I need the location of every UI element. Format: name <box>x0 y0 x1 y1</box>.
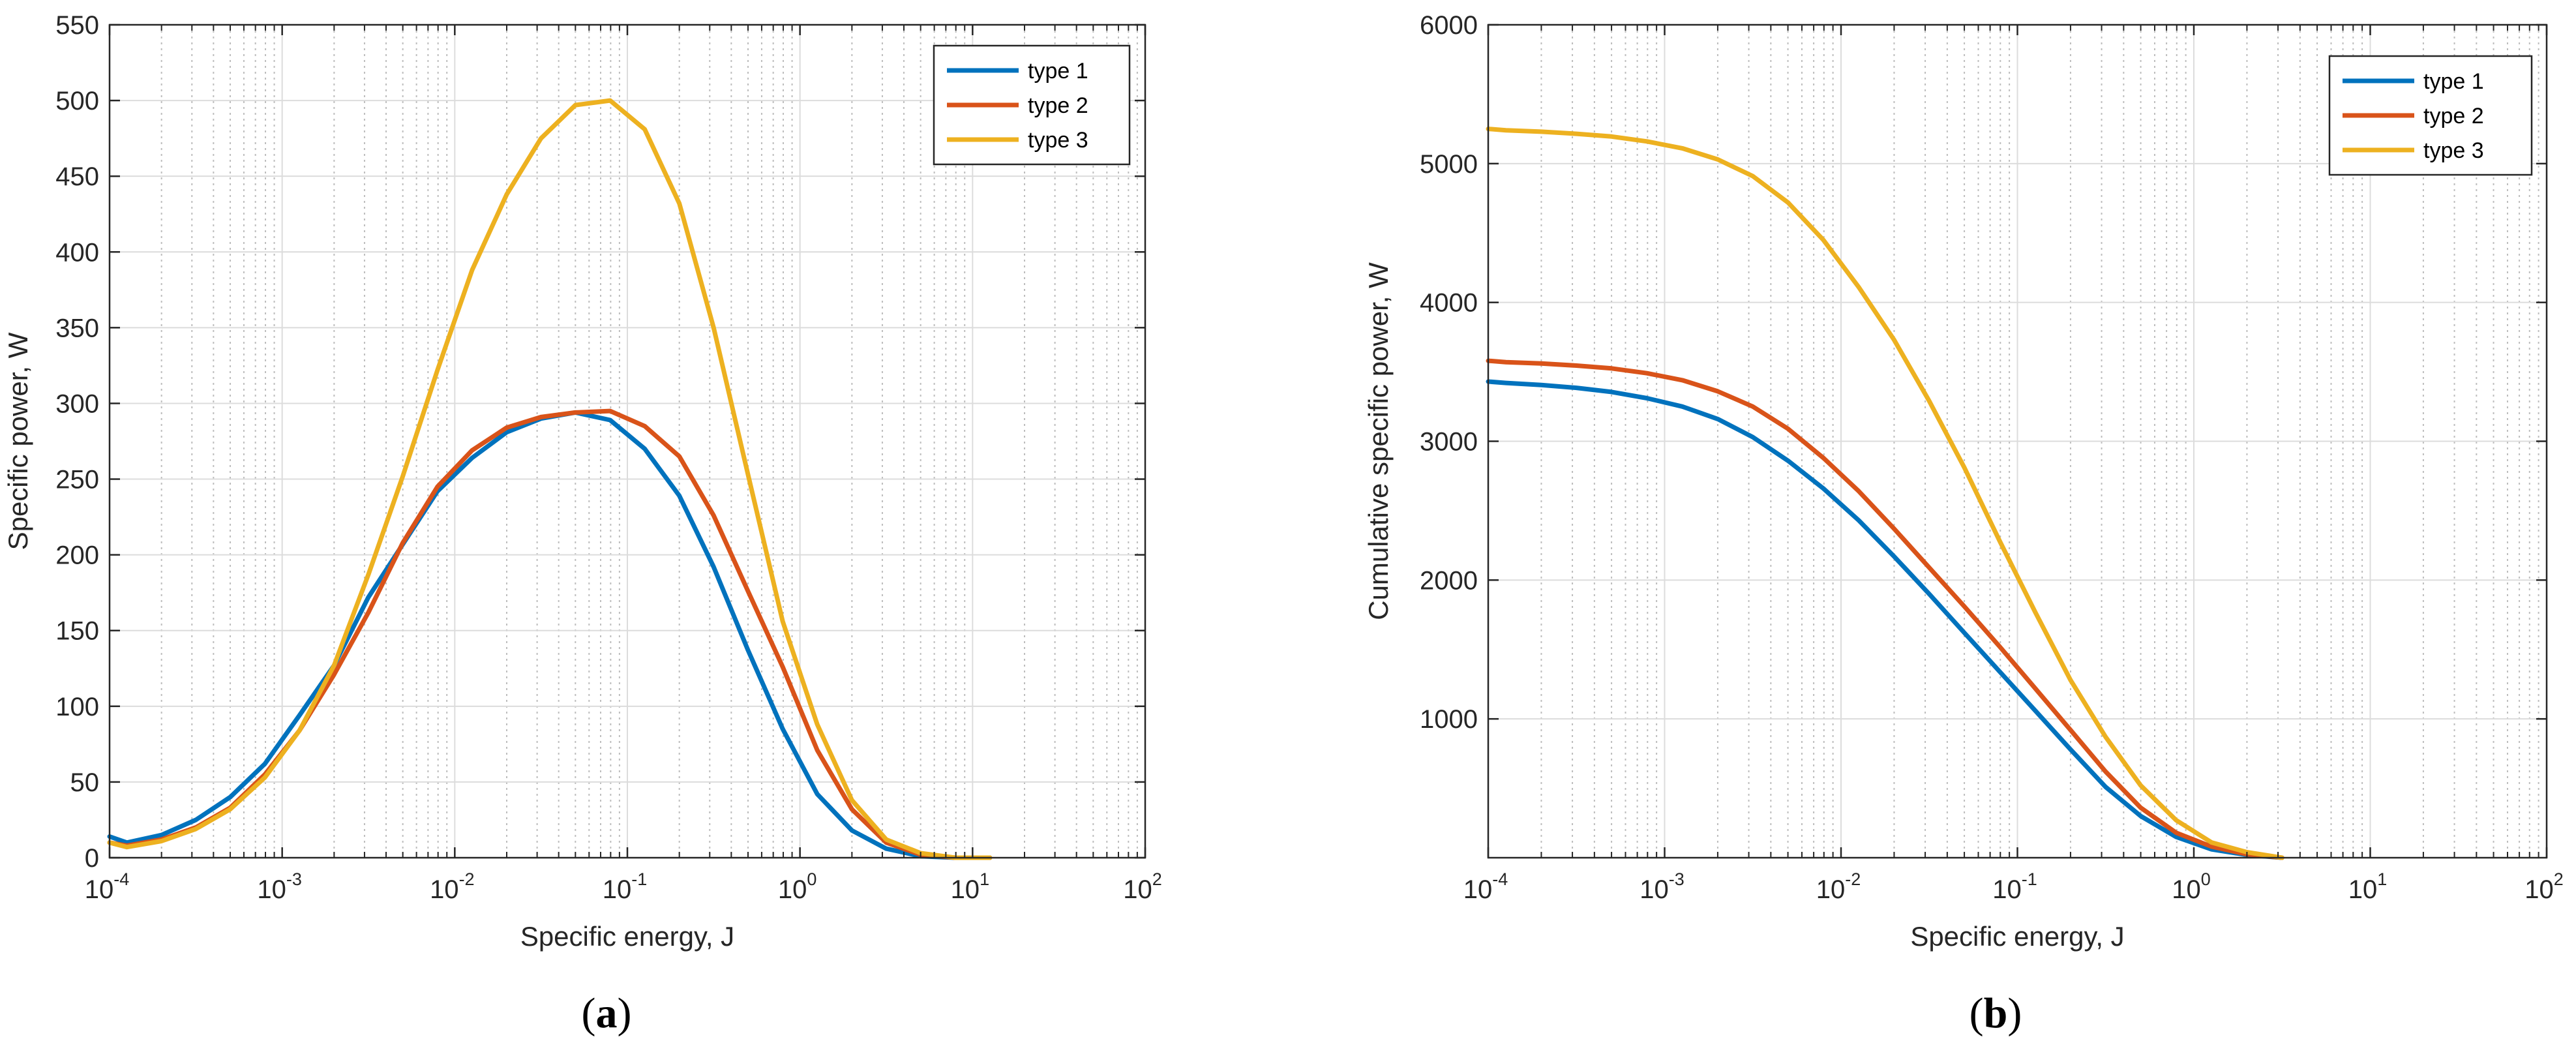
x-tick-exponent: -4 <box>113 869 129 889</box>
y-tick-label: 550 <box>55 11 99 40</box>
x-tick-base: 10 <box>1816 875 1846 904</box>
caption-letter: b <box>1984 989 2008 1037</box>
x-tick-label: 10-1 <box>603 869 648 904</box>
y-axis-label: Cumulative specific power, W <box>1363 262 1394 620</box>
x-tick-exponent: -2 <box>1845 869 1861 889</box>
series-line-type-3 <box>107 98 993 860</box>
x-tick-base: 10 <box>1992 875 2022 904</box>
y-tick-label: 450 <box>55 162 99 191</box>
x-tick-label: 10-4 <box>85 869 130 904</box>
x-tick-exponent: 1 <box>980 869 989 889</box>
series-line-type-3 <box>1486 127 2284 860</box>
y-tick-label: 150 <box>55 617 99 646</box>
x-tick-label: 101 <box>2348 869 2388 904</box>
x-tick-label: 100 <box>2172 869 2211 904</box>
x-tick-base: 10 <box>1640 875 1669 904</box>
x-tick-label: 102 <box>2524 869 2564 904</box>
x-tick-label: 10-3 <box>257 869 302 904</box>
x-tick-label: 10-4 <box>1463 869 1508 904</box>
x-tick-exponent: -4 <box>1492 869 1508 889</box>
legend-label: type 1 <box>2423 69 2484 94</box>
legend-label: type 3 <box>2423 138 2484 163</box>
legend: type 1 type 2 type 3 <box>933 44 1131 166</box>
y-tick-label: 6000 <box>1420 11 1478 40</box>
x-tick-base: 10 <box>1123 875 1152 904</box>
panel-caption: (b) <box>1969 989 2022 1037</box>
caption-open: ( <box>1969 989 1984 1037</box>
x-tick-label: 10-2 <box>430 869 475 904</box>
x-tick-exponent: 0 <box>807 869 816 889</box>
x-tick-base: 10 <box>85 875 114 904</box>
x-tick-label: 100 <box>778 869 817 904</box>
x-tick-base: 10 <box>2524 875 2554 904</box>
x-tick-base: 10 <box>778 875 807 904</box>
x-tick-base: 10 <box>257 875 286 904</box>
y-axis-label: Specific power, W <box>3 332 33 550</box>
y-tick-label: 400 <box>55 238 99 267</box>
y-tick-label: 3000 <box>1420 428 1478 457</box>
x-tick-base: 10 <box>2172 875 2201 904</box>
x-tick-exponent: 2 <box>1152 869 1162 889</box>
x-tick-label: 101 <box>951 869 990 904</box>
series-line-type-1 <box>1486 379 2284 860</box>
chart-a: 10-4 10-3 10-2 10-1 100 101 102050100150200250… <box>3 11 1162 1037</box>
x-tick-label: 102 <box>1123 869 1162 904</box>
x-axis-label: Specific energy, J <box>520 921 734 952</box>
x-tick-exponent: -3 <box>286 869 302 889</box>
y-tick-label: 0 <box>85 844 99 873</box>
y-tick-label: 1000 <box>1420 705 1478 734</box>
caption-close: ) <box>2007 989 2022 1037</box>
y-tick-label: 4000 <box>1420 289 1478 318</box>
y-tick-label: 50 <box>70 768 100 797</box>
x-tick-base: 10 <box>430 875 459 904</box>
x-tick-base: 10 <box>603 875 632 904</box>
panel-caption: (a) <box>582 989 632 1037</box>
legend-label: type 2 <box>1028 93 1088 118</box>
chart-b: 10-4 10-3 10-2 10-1 100 101 102100020003000400… <box>1363 11 2564 1037</box>
y-tick-label: 100 <box>55 693 99 721</box>
x-tick-exponent: 0 <box>2201 869 2211 889</box>
y-tick-label: 300 <box>55 389 99 418</box>
caption-close: ) <box>618 989 632 1037</box>
x-tick-exponent: 2 <box>2554 869 2564 889</box>
x-tick-base: 10 <box>2348 875 2378 904</box>
x-tick-label: 10-3 <box>1640 869 1685 904</box>
x-tick-exponent: -2 <box>459 869 475 889</box>
y-tick-label: 200 <box>55 541 99 570</box>
series-line-type-2 <box>1486 358 2284 860</box>
legend-label: type 3 <box>1028 128 1088 153</box>
x-tick-base: 10 <box>951 875 980 904</box>
y-tick-label: 500 <box>55 87 99 115</box>
x-tick-label: 10-2 <box>1816 869 1861 904</box>
x-tick-exponent: -3 <box>1669 869 1685 889</box>
x-tick-exponent: -1 <box>631 869 647 889</box>
x-tick-base: 10 <box>1463 875 1493 904</box>
y-tick-label: 5000 <box>1420 150 1478 179</box>
x-axis-label: Specific energy, J <box>1910 921 2124 952</box>
caption-open: ( <box>582 989 596 1037</box>
legend-label: type 1 <box>1028 59 1088 83</box>
y-tick-label: 350 <box>55 314 99 342</box>
y-tick-label: 250 <box>55 466 99 494</box>
legend: type 1 type 2 type 3 <box>2328 55 2533 176</box>
caption-letter: a <box>596 989 618 1037</box>
x-tick-label: 10-1 <box>1992 869 2037 904</box>
x-tick-exponent: 1 <box>2377 869 2387 889</box>
legend-label: type 2 <box>2423 104 2484 128</box>
x-tick-exponent: -1 <box>2022 869 2037 889</box>
y-tick-label: 2000 <box>1420 566 1478 595</box>
